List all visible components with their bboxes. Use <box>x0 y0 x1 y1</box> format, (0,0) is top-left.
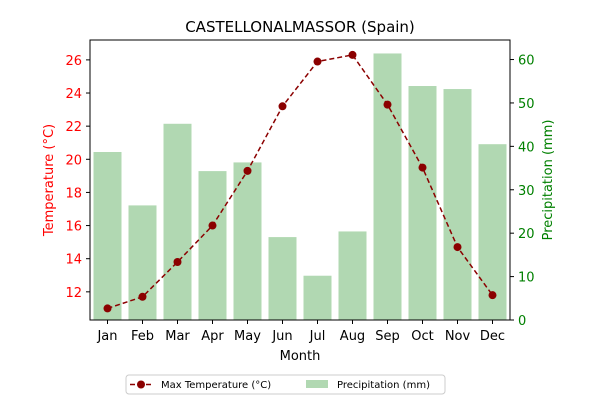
y-left-tick-label: 20 <box>65 153 82 168</box>
x-tick-label: Jul <box>309 329 326 344</box>
y-left-tick-label: 14 <box>65 253 82 268</box>
temperature-point-apr <box>208 221 217 230</box>
y-right-tick-label: 40 <box>518 140 535 155</box>
y-left-tick-label: 24 <box>65 87 82 102</box>
legend-precipitation-label: Precipitation (mm) <box>337 380 430 391</box>
y-right-tick-label: 0 <box>518 314 526 329</box>
x-tick-label: Dec <box>480 329 505 344</box>
temperature-point-jun <box>278 102 287 111</box>
y-right-tick-label: 10 <box>518 271 535 286</box>
precipitation-bar-apr <box>198 171 227 320</box>
precipitation-bar-may <box>233 162 262 320</box>
temperature-point-oct <box>418 163 427 172</box>
precipitation-bars <box>93 53 507 321</box>
y-axis-right-label: Precipitation (mm) <box>541 120 556 241</box>
temperature-point-may <box>243 166 252 175</box>
x-axis-label: Month <box>280 349 321 364</box>
chart-title: CASTELLONALMASSOR (Spain) <box>185 18 415 36</box>
y-right-tick-label: 50 <box>518 97 535 112</box>
x-tick-label: Sep <box>375 329 400 344</box>
temperature-line <box>107 54 494 310</box>
temperature-point-nov <box>453 243 462 252</box>
x-tick-label: Feb <box>131 329 154 344</box>
x-axis: Jan Feb Mar Apr May Jun Jul Aug Sep Oct Nov Dec <box>96 320 505 344</box>
y-left-tick-label: 22 <box>65 120 82 135</box>
legend-temperature-label: Max Temperature (°C) <box>161 380 271 391</box>
precipitation-bar-jun <box>268 237 297 320</box>
temperature-point-aug <box>348 50 357 59</box>
precipitation-bar-sep <box>373 53 402 321</box>
x-tick-label: Apr <box>201 329 224 344</box>
x-tick-label: Aug <box>340 329 365 344</box>
legend-precipitation-swatch <box>306 380 328 388</box>
precipitation-bar-nov <box>443 89 472 320</box>
temperature-point-feb <box>138 292 147 301</box>
precipitation-bar-mar <box>163 123 192 320</box>
precipitation-bar-oct <box>408 86 437 321</box>
legend-frame <box>125 374 446 395</box>
temperature-point-sep <box>383 100 392 109</box>
y-left-tick-label: 12 <box>65 286 82 301</box>
plot-frame <box>89 39 511 321</box>
precipitation-bar-jan <box>93 152 122 320</box>
y-right-tick-label: 30 <box>518 184 535 199</box>
x-tick-label: Nov <box>445 329 471 344</box>
x-tick-label: Oct <box>411 329 433 344</box>
y-axis-left-label: Temperature (°C) <box>42 124 57 237</box>
y-axis-right: 0 10 20 30 40 50 60 <box>510 54 535 329</box>
y-right-tick-label: 60 <box>518 54 535 69</box>
legend-temperature-marker <box>137 380 145 389</box>
x-tick-label: May <box>234 329 261 344</box>
y-left-tick-label: 16 <box>65 220 82 235</box>
temperature-point-jul <box>313 57 322 66</box>
temperature-point-jan <box>103 304 112 313</box>
legend: Max Temperature (°C) Precipitation (mm) <box>125 374 446 395</box>
y-right-tick-label: 20 <box>518 227 535 242</box>
precipitation-bar-jul <box>303 275 332 320</box>
y-left-tick-label: 26 <box>65 54 82 69</box>
y-axis-left: 12 14 16 18 20 22 24 26 <box>65 54 90 301</box>
temperature-line-layer <box>103 50 497 313</box>
x-tick-label: Jan <box>96 329 117 344</box>
precipitation-bar-aug <box>338 231 367 320</box>
temperature-point-dec <box>488 291 497 300</box>
temperature-point-mar <box>173 258 182 267</box>
y-left-tick-label: 18 <box>65 186 82 201</box>
x-tick-label: Mar <box>165 329 190 344</box>
precipitation-bar-dec <box>478 144 507 320</box>
x-tick-label: Jun <box>271 329 292 344</box>
precipitation-bar-feb <box>128 205 157 320</box>
